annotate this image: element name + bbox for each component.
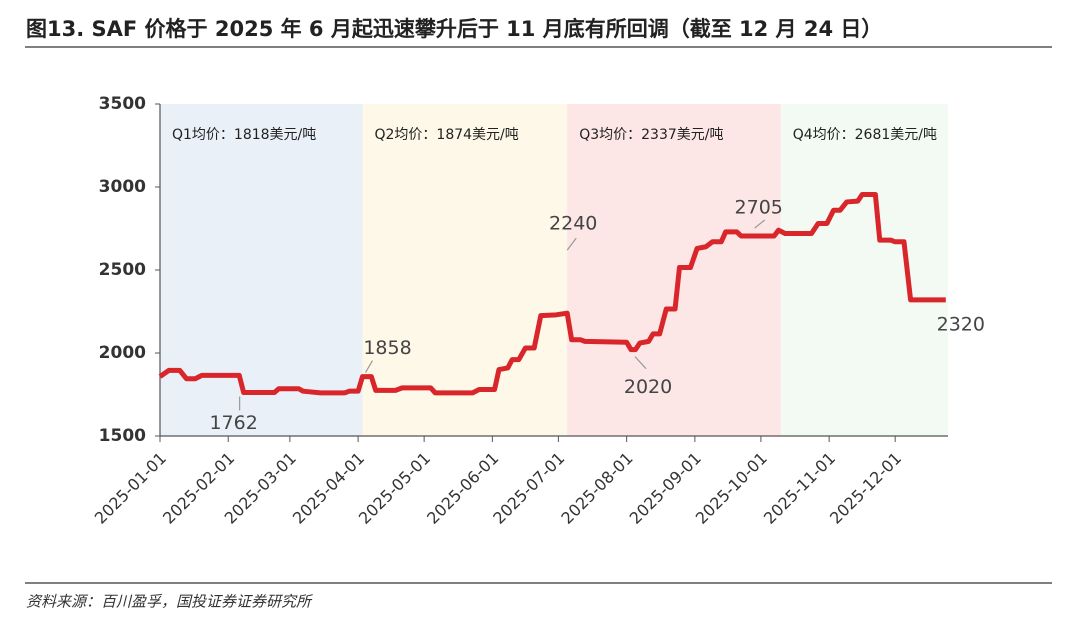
annotation-leader [634,356,647,370]
annotation-label: 2240 [549,213,597,235]
annotation-label: 2705 [735,196,783,218]
x-tick-label: 2025-12-01 [826,449,905,528]
annotation-label: 2320 [937,313,985,335]
x-tick-label: 2025-10-01 [692,449,771,528]
annotation-label: 2020 [624,376,672,398]
price-line [158,191,946,396]
quarter-region [567,104,781,436]
annotation-leader [754,219,766,229]
quarter-region [362,104,568,436]
annotation-leader [566,237,577,251]
annotation-label: 1858 [363,337,411,359]
x-tick-label: 2025-08-01 [557,449,636,528]
y-tick-label: 3500 [99,94,146,114]
x-tick-label: 2025-07-01 [489,449,568,528]
quarter-region [780,104,948,436]
y-tick-label: 1500 [99,426,146,446]
region-label: Q3均价：2337美元/吨 [579,127,723,143]
annotation-label: 1762 [209,412,257,434]
x-tick-label: 2025-01-01 [91,449,170,528]
y-tick-label: 2000 [99,343,146,363]
source-note: 资料来源：百川盈孚，国投证券证券研究所 [26,593,313,611]
region-label: Q2均价：1874美元/吨 [375,127,519,143]
y-tick-label: 3000 [99,177,146,197]
region-label: Q4均价：2681美元/吨 [793,127,937,143]
x-tick-label: 2025-05-01 [355,449,434,528]
chart-title: 图13. SAF 价格于 2025 年 6 月起迅速攀升后于 11 月底有所回调… [26,17,882,41]
region-label: Q1均价：1818美元/吨 [172,127,316,143]
quarter-region [160,104,363,436]
y-tick-label: 2500 [99,260,146,280]
annotation-leader [364,360,374,373]
